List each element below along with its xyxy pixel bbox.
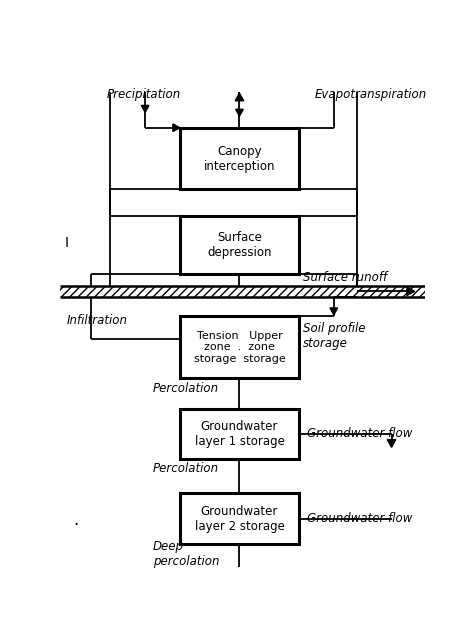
Polygon shape (141, 105, 149, 112)
Bar (180, 409, 299, 459)
Text: Infiltration: Infiltration (66, 313, 128, 327)
Polygon shape (235, 93, 244, 101)
Text: Groundwater flow: Groundwater flow (307, 512, 412, 525)
Text: Percolation: Percolation (153, 382, 219, 395)
Text: Canopy
interception: Canopy interception (204, 144, 275, 172)
Text: I: I (64, 237, 69, 250)
Text: Deep
percolation: Deep percolation (153, 540, 219, 567)
Polygon shape (407, 287, 415, 296)
Text: Groundwater
layer 2 storage: Groundwater layer 2 storage (194, 504, 284, 533)
Text: Evapotranspiration: Evapotranspiration (315, 88, 427, 101)
Bar (180, 216, 299, 274)
Text: Surface
depression: Surface depression (207, 231, 272, 259)
Text: Groundwater
layer 1 storage: Groundwater layer 1 storage (194, 420, 284, 448)
Bar (180, 494, 299, 544)
Text: Surface runoff: Surface runoff (303, 271, 387, 285)
Text: Groundwater flow: Groundwater flow (307, 428, 412, 440)
Polygon shape (236, 109, 243, 116)
Bar (180, 317, 299, 378)
Bar (61, 286, 425, 297)
Text: Tension   Upper
zone  .  zone
storage  storage: Tension Upper zone . zone storage storag… (193, 331, 285, 364)
Text: Precipitation: Precipitation (107, 88, 181, 101)
Text: Percolation: Percolation (153, 462, 219, 476)
Polygon shape (330, 308, 337, 315)
Text: .: . (73, 512, 79, 529)
Text: Soil profile
storage: Soil profile storage (303, 322, 365, 349)
Polygon shape (173, 124, 180, 131)
Polygon shape (387, 440, 396, 447)
Bar (180, 128, 299, 189)
